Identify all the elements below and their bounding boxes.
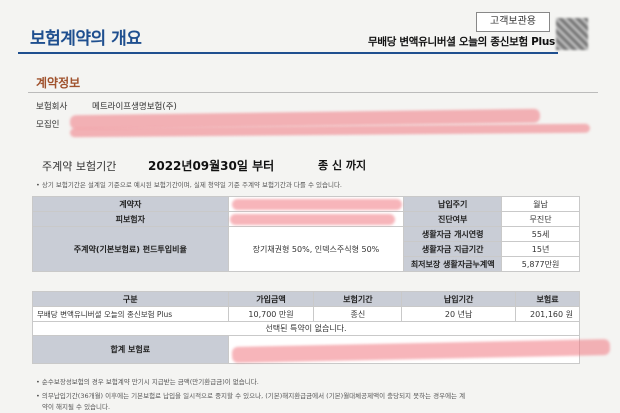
product-name: 무배당 변액유니버셜 오늘의 종신보험 Plus (367, 36, 555, 48)
min-total-label: 최저보장 생활자금누계액 (403, 256, 503, 272)
period-label: 주계약 보험기간 (42, 160, 117, 173)
premium-cell: 201,160 원 (515, 306, 580, 322)
footnote: 약이 해지될 수 있습니다. (42, 403, 111, 411)
qr-code-icon (556, 18, 588, 50)
col-header: 납입기간 (401, 291, 517, 307)
life-start-age-value: 55세 (501, 226, 580, 242)
col-header: 구분 (32, 291, 229, 307)
insurer-label: 보험회사 (36, 102, 68, 112)
col-header: 보험료 (515, 291, 580, 307)
plan-name-cell: 무배당 변액유니버셜 오늘의 종신보험 Plus (32, 306, 229, 322)
redaction-mark (232, 199, 402, 210)
footnote: • 의무납입기간(36개월) 이후에는 기본보험료 납입을 일시적으로 중지할 … (36, 392, 466, 400)
total-premium-label: 합계 보험료 (32, 335, 229, 364)
contractor-label: 계약자 (32, 196, 229, 212)
fund-ratio-value: 장기채권형 50%, 인덱스주식형 50% (227, 226, 405, 272)
main-fund-label: 주계약(기본보험료) 펀드투입비율 (32, 226, 229, 272)
min-total-value: 5,877만원 (501, 256, 580, 272)
period-note: • 상기 보험기간은 설계일 기준으로 예시된 보험기간이며, 실제 청약일 기… (36, 181, 342, 189)
redaction-mark (230, 214, 395, 225)
page-title: 보험계약의 개요 (30, 29, 142, 49)
title-divider (18, 52, 558, 54)
life-period-label: 생활자금 지급기간 (403, 241, 503, 257)
col-header: 보험기간 (313, 291, 403, 307)
medical-label: 진단여부 (403, 211, 503, 227)
life-period-value: 15년 (501, 241, 580, 257)
insurer-value: 메트라이프생명보험(주) (92, 102, 177, 112)
contract-info-title: 계약정보 (36, 76, 81, 90)
period-start: 2022년09월30일 부터 (148, 159, 275, 173)
life-start-age-label: 생활자금 개시연령 (403, 226, 503, 242)
agent-label: 모집인 (36, 120, 60, 130)
pay-cycle-label: 납입주기 (403, 196, 503, 212)
pay-period-cell: 20 년납 (401, 306, 517, 322)
col-header: 가입금액 (227, 291, 315, 307)
term-cell: 종신 (313, 306, 403, 322)
pay-cycle-value: 월납 (501, 196, 580, 212)
insured-label: 피보험자 (32, 211, 229, 227)
section-divider (28, 92, 598, 93)
medical-value: 무진단 (501, 211, 580, 227)
no-rider-notice: 선택된 특약이 없습니다. (32, 321, 580, 336)
coverage-amount-cell: 10,700 만원 (227, 306, 315, 322)
period-end: 종 신 까지 (318, 159, 367, 172)
customer-copy-tag: 고객보관용 (476, 12, 550, 32)
footnote: • 순수보장성보험의 경우 보험계약 만기시 지급받는 금액(만기환급금)이 없… (36, 378, 259, 386)
